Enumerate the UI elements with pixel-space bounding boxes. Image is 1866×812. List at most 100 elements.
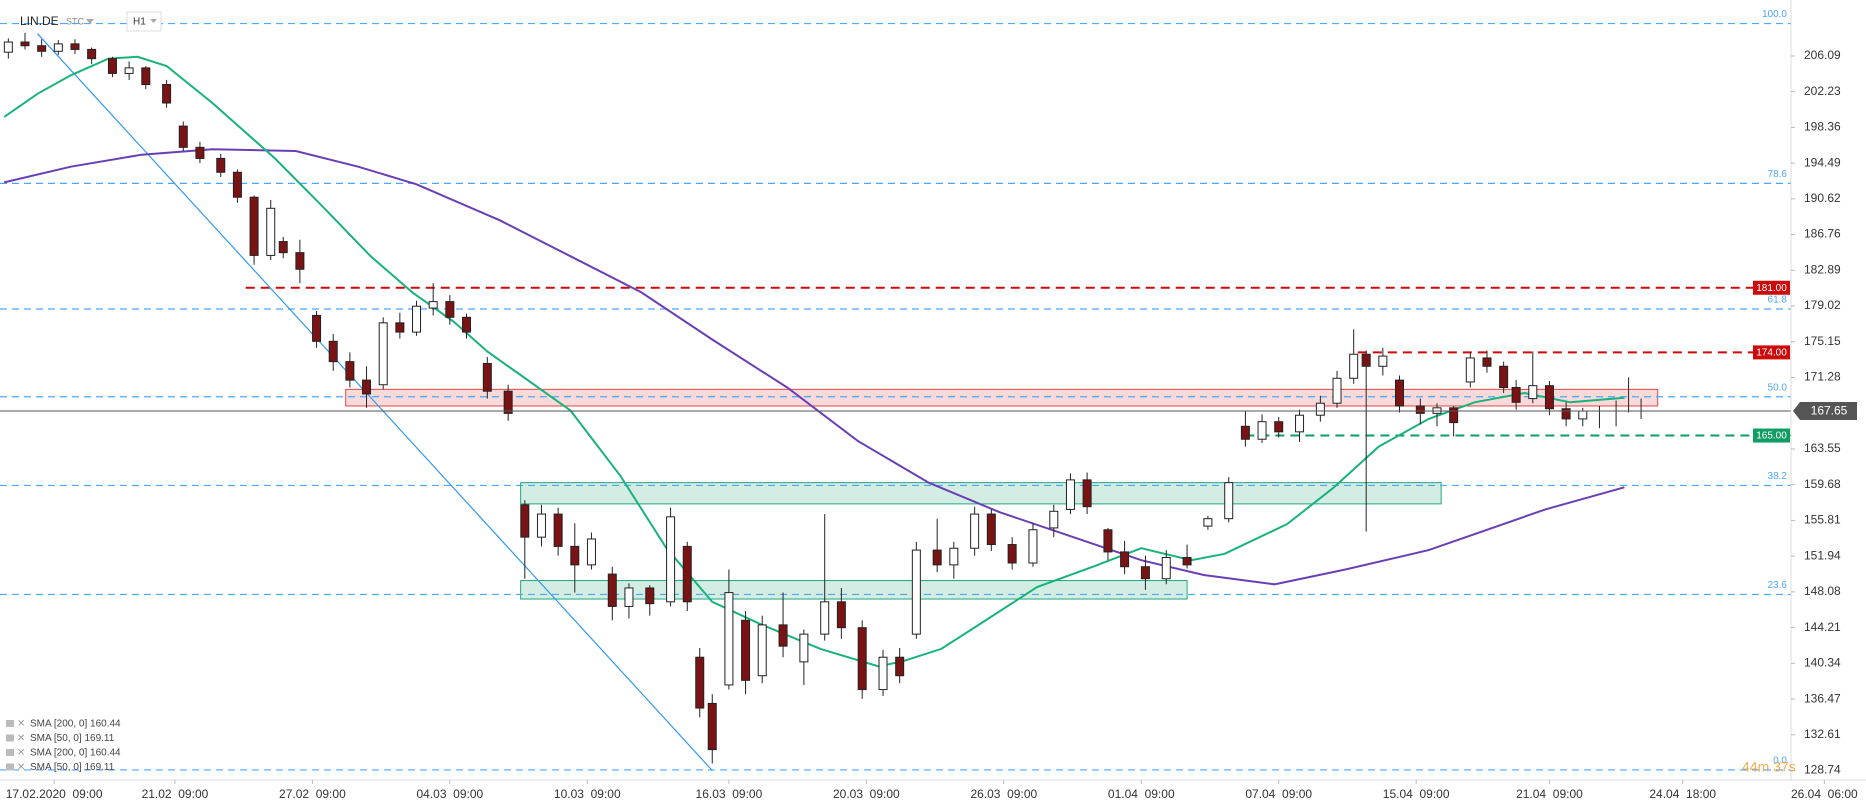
candle-body bbox=[1065, 479, 1075, 510]
x-tick-label: 21.04 09:00 bbox=[1516, 787, 1583, 801]
candle-body bbox=[362, 379, 372, 395]
candle-body bbox=[178, 125, 188, 148]
legend-entry: SMA [50, 0] 169.11 bbox=[30, 762, 115, 773]
candle-body bbox=[682, 545, 692, 603]
candle-body bbox=[970, 513, 980, 549]
candle-body bbox=[1240, 425, 1250, 440]
y-tick-label: 159.68 bbox=[1804, 477, 1841, 491]
y-tick-label: 182.89 bbox=[1804, 262, 1841, 276]
candle-body bbox=[312, 314, 322, 342]
candle-body bbox=[1257, 421, 1267, 440]
candle-body bbox=[428, 301, 438, 309]
candle-body bbox=[1161, 556, 1171, 580]
candle-body bbox=[1295, 414, 1305, 433]
candle-body bbox=[1415, 405, 1425, 414]
candle-body bbox=[1449, 407, 1459, 424]
candle-body bbox=[195, 146, 205, 159]
y-tick-label: 148.08 bbox=[1804, 584, 1841, 598]
legend-close: ✕ bbox=[17, 748, 25, 759]
candle-body bbox=[345, 361, 355, 381]
legend-entry: SMA [200, 0] 160.44 bbox=[30, 748, 121, 759]
candle-body bbox=[1082, 479, 1092, 508]
zone bbox=[345, 388, 1659, 407]
x-tick-label: 01.04 09:00 bbox=[1108, 787, 1175, 801]
candle-body bbox=[328, 340, 338, 363]
legend-icon bbox=[6, 734, 14, 742]
trendline bbox=[37, 33, 713, 771]
candle-body bbox=[1378, 355, 1388, 367]
y-tick-label: 136.47 bbox=[1804, 691, 1841, 705]
fib-label: 38.2 bbox=[1768, 471, 1788, 482]
x-tick-label: 15.04 09:00 bbox=[1383, 787, 1450, 801]
y-tick-label: 155.81 bbox=[1804, 513, 1841, 527]
symbol: LIN.DE bbox=[20, 14, 59, 28]
candle-body bbox=[1499, 365, 1509, 389]
candle-body bbox=[53, 43, 63, 52]
candle-body bbox=[949, 547, 959, 566]
legend-close: ✕ bbox=[17, 762, 25, 773]
candle-body bbox=[1049, 510, 1059, 529]
candle-body bbox=[553, 513, 563, 547]
candle-body bbox=[724, 592, 734, 686]
fib-label: 78.6 bbox=[1768, 169, 1788, 180]
candle-body bbox=[757, 624, 767, 677]
y-tick-label: 171.28 bbox=[1804, 370, 1841, 384]
candle-body bbox=[87, 48, 97, 60]
x-tick-label: 26.04 06:00 bbox=[1791, 787, 1858, 801]
candle-body bbox=[445, 301, 455, 318]
candle-body bbox=[1224, 482, 1234, 520]
candle-body bbox=[1349, 353, 1359, 379]
fib-label: 23.6 bbox=[1768, 580, 1788, 591]
candle-body bbox=[124, 67, 134, 74]
candle-body bbox=[624, 587, 634, 607]
legend-close: ✕ bbox=[17, 719, 25, 730]
legend-icon bbox=[6, 749, 14, 756]
candle-body bbox=[1182, 556, 1192, 566]
timeframe-box[interactable] bbox=[126, 11, 162, 32]
source[interactable]: STC bbox=[66, 16, 85, 26]
candle-body bbox=[607, 573, 617, 607]
x-tick-label: 04.03 09:00 bbox=[416, 787, 483, 801]
candle-body bbox=[141, 67, 151, 86]
zone bbox=[520, 580, 1188, 600]
candle-body bbox=[216, 157, 226, 173]
candle-body bbox=[857, 627, 867, 691]
candle-body bbox=[586, 538, 596, 566]
legend-close: ✕ bbox=[17, 733, 25, 744]
legend-entry: SMA [50, 0] 169.11 bbox=[30, 733, 115, 744]
timeframe[interactable]: H1 bbox=[133, 17, 146, 28]
candle-body bbox=[932, 549, 942, 566]
candle-body bbox=[462, 316, 471, 333]
candle-body bbox=[878, 656, 888, 691]
candle-body bbox=[266, 207, 276, 256]
legend-icon bbox=[6, 720, 14, 727]
candle-body bbox=[1007, 544, 1017, 564]
candle-body bbox=[3, 41, 13, 53]
candle-body bbox=[412, 305, 422, 333]
candle-body bbox=[295, 252, 305, 270]
candle-body bbox=[378, 322, 388, 386]
y-tick-label: 190.62 bbox=[1804, 191, 1841, 205]
candle-body bbox=[645, 587, 655, 605]
candle-body bbox=[1544, 385, 1554, 410]
level-label: 174.00 bbox=[1756, 348, 1787, 359]
source-dropdown[interactable] bbox=[86, 19, 94, 24]
timeframe-dropdown[interactable] bbox=[150, 19, 157, 23]
candle-body bbox=[162, 84, 172, 104]
y-tick-label: 128.74 bbox=[1804, 763, 1841, 777]
candle-body bbox=[1120, 551, 1130, 568]
candle-body bbox=[20, 41, 30, 47]
candle-body bbox=[695, 656, 705, 709]
candle-body bbox=[1361, 353, 1371, 367]
candle-body bbox=[799, 633, 809, 663]
level-label: 181.00 bbox=[1756, 283, 1787, 294]
y-tick-label: 186.76 bbox=[1804, 227, 1841, 241]
y-tick-label: 151.94 bbox=[1804, 548, 1841, 562]
candle-body bbox=[1561, 408, 1571, 420]
x-tick-label: 07.04 09:00 bbox=[1245, 787, 1312, 801]
candle-body bbox=[520, 504, 530, 538]
candle-body bbox=[1332, 377, 1342, 404]
current-price-label: 167.65 bbox=[1811, 404, 1848, 418]
candle-body bbox=[37, 45, 47, 52]
fib-label: 0.0 bbox=[1773, 756, 1787, 767]
